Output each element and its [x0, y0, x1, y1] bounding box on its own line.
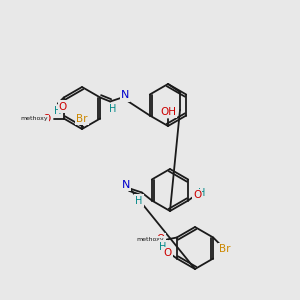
Text: N: N [122, 179, 130, 190]
Text: O: O [43, 113, 51, 124]
Text: N: N [121, 91, 129, 100]
Text: H: H [159, 242, 166, 251]
Text: Br: Br [76, 114, 88, 124]
Text: methoxy: methoxy [136, 237, 164, 242]
Text: O: O [164, 248, 172, 259]
Text: H: H [110, 104, 117, 115]
Text: O: O [193, 190, 201, 200]
Text: H: H [135, 196, 142, 206]
Text: methoxy: methoxy [20, 116, 48, 121]
Text: H: H [199, 188, 206, 197]
Text: Br: Br [219, 244, 231, 254]
Text: O: O [157, 235, 165, 244]
Text: O: O [59, 101, 67, 112]
Text: H: H [54, 106, 62, 116]
Text: OH: OH [160, 107, 176, 117]
